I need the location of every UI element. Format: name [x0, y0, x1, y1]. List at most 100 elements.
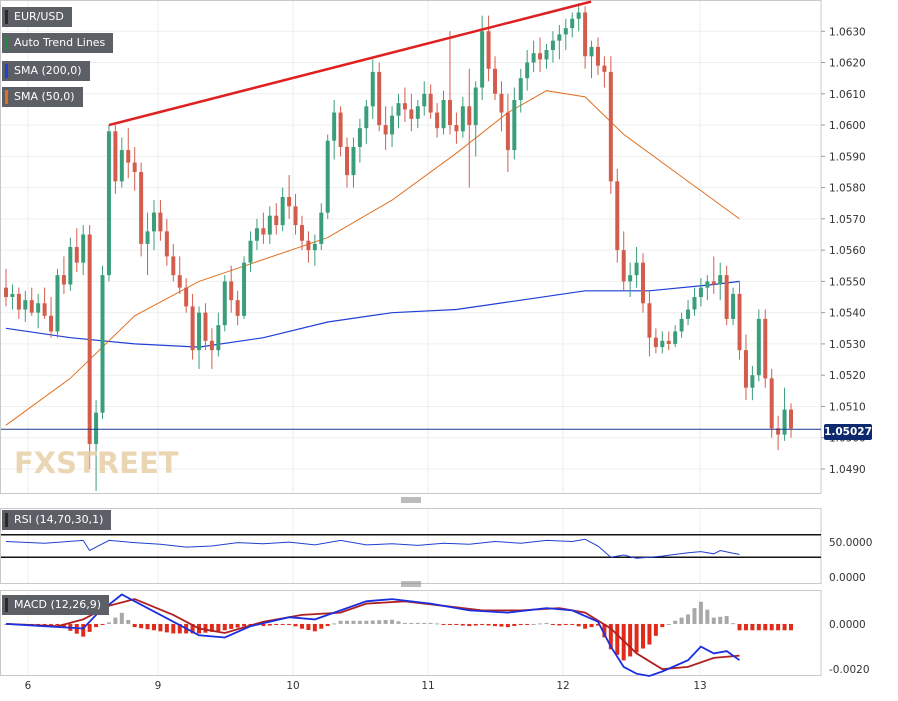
candle-body [538, 53, 543, 60]
candle [261, 212, 266, 244]
candle-body [126, 150, 131, 163]
x-tick-label: 11 [421, 680, 434, 692]
candle-body [74, 247, 79, 263]
rsi-line [5, 538, 740, 559]
macd-histogram-bar [370, 620, 375, 624]
candle-body [203, 312, 208, 341]
candle [563, 18, 568, 51]
sma200-swatch-icon [5, 64, 8, 78]
candle-body [36, 303, 41, 313]
legend-rsi[interactable]: RSI (14,70,30,1) [2, 510, 112, 530]
candle-body [325, 140, 330, 213]
macd-histogram-bar [287, 623, 292, 625]
macd-histogram-bar [743, 623, 748, 631]
trend-line [108, 0, 592, 127]
candle-body [641, 262, 646, 304]
candle [756, 309, 761, 382]
macd-histogram-bar [608, 623, 613, 650]
candle-body [61, 275, 66, 285]
macd-histogram-bar [750, 623, 755, 631]
macd-signal-line [5, 598, 740, 671]
candle-body [480, 31, 485, 88]
macd-histogram-bar [248, 623, 253, 626]
candle [409, 93, 414, 132]
candle [396, 93, 401, 129]
y-tick-label: 1.0600 [829, 120, 866, 132]
candle [280, 187, 285, 232]
macd-histogram-bar [113, 617, 118, 624]
candle [499, 81, 504, 132]
x-tick-label: 9 [155, 680, 162, 692]
candle [177, 256, 182, 294]
candle-body [653, 337, 658, 348]
candle [718, 262, 723, 301]
candle [653, 328, 658, 354]
candle-body [615, 181, 620, 251]
candle [36, 293, 41, 329]
candle [242, 256, 247, 319]
candle-body [660, 340, 665, 348]
candle [351, 137, 356, 188]
legend-sma200[interactable]: SMA (200,0) [2, 61, 90, 81]
symbol-swatch-icon [5, 10, 8, 24]
candle-body [377, 71, 382, 126]
y-tick-label: 1.0590 [829, 151, 866, 163]
candle-body [550, 40, 555, 51]
candle-body [139, 171, 144, 244]
candle-body [184, 287, 189, 307]
y-tick-label: 1.0550 [829, 276, 866, 288]
macd-histogram-bar [473, 623, 478, 626]
candle [473, 81, 478, 157]
y-tick-label: 1.0610 [829, 89, 866, 101]
candle-body [679, 318, 684, 332]
candle [23, 290, 28, 323]
candle [737, 281, 742, 360]
y-tick-label: 1.0580 [829, 183, 866, 195]
candle [345, 137, 350, 188]
legend-sma50[interactable]: SMA (50,0) [2, 87, 83, 107]
candle [4, 268, 8, 307]
macd-histogram-bar [756, 623, 761, 631]
candle-body [570, 18, 575, 29]
candle [325, 134, 330, 219]
candle-body [190, 306, 195, 351]
candle [197, 306, 202, 369]
macd-histogram-bar [493, 623, 498, 627]
legend-macd[interactable]: MACD (12,26,9) [2, 595, 110, 615]
macd-histogram-bar [325, 623, 330, 627]
macd-histogram-bar [711, 617, 716, 624]
macd-histogram-bar [447, 623, 452, 625]
candle-body [447, 100, 452, 126]
candle [666, 331, 671, 351]
candle [119, 137, 124, 188]
candle-body [621, 250, 626, 282]
macd-histogram-bar [724, 616, 729, 624]
macd-histogram-bar [563, 623, 568, 625]
macd-histogram-bar [692, 608, 697, 624]
candle [222, 275, 227, 332]
candle-body [293, 206, 298, 226]
macd-histogram-bar [686, 614, 691, 624]
candle [248, 231, 253, 273]
macd-histogram-bar [538, 623, 543, 625]
macd-histogram-bar [525, 623, 530, 625]
candle-body [171, 256, 176, 276]
candle-body [267, 215, 272, 235]
candle [460, 96, 465, 138]
macd-histogram-bar [190, 623, 195, 634]
legend-symbol[interactable]: EUR/USD [2, 7, 72, 27]
candle [486, 15, 491, 82]
candle-body [428, 93, 433, 113]
candle [203, 303, 208, 351]
candle [557, 25, 562, 60]
candle [583, 6, 588, 69]
x-tick-label: 12 [556, 680, 569, 692]
candle-body [705, 281, 710, 288]
legend-trend-lines[interactable]: Auto Trend Lines [2, 33, 114, 53]
candle-body [666, 340, 671, 344]
macd-histogram-bar [435, 623, 440, 625]
candle [641, 253, 646, 313]
macd-histogram-bar [499, 623, 504, 627]
fxstreet-logo: FXSTREET [14, 446, 179, 480]
last-price-label: 1.05027 [824, 424, 872, 440]
